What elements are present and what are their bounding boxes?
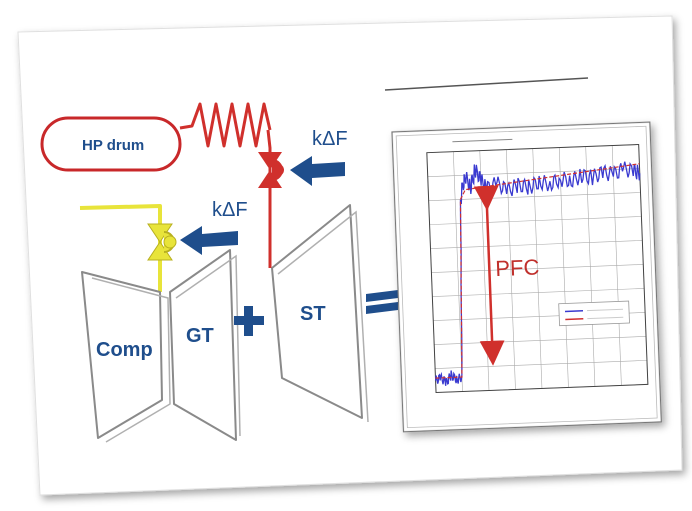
chart-axes-box — [426, 144, 649, 394]
legend-text-line — [587, 316, 624, 320]
grid-line-horizontal — [430, 240, 643, 249]
legend-text-line — [586, 308, 623, 312]
equals-icon — [366, 290, 398, 314]
grid-line-horizontal — [431, 264, 644, 273]
legend-swatch-blue — [564, 310, 584, 313]
grid-line-horizontal — [428, 192, 641, 201]
steam-line — [266, 129, 272, 268]
fuel-kdeltaf-label: kΔF — [212, 199, 248, 221]
fuel-valve-icon — [147, 223, 177, 261]
hp-drum: HP drum — [40, 116, 182, 172]
pfc-chart: PFC — [391, 121, 662, 433]
pfc-label: PFC — [495, 254, 540, 281]
chart-legend — [558, 300, 630, 327]
steam-valve-icon — [258, 152, 284, 188]
plus-icon — [234, 306, 264, 336]
gas-turbine-shape: GT — [169, 249, 241, 441]
fuel-line — [79, 204, 162, 292]
legend-swatch-red — [565, 318, 584, 321]
steam-turbine-label: ST — [300, 303, 326, 325]
hp-drum-label: HP drum — [82, 137, 144, 154]
spring-coil — [179, 102, 272, 148]
compressor-shape: Comp — [81, 271, 171, 443]
fuel-control-arrow-icon — [180, 226, 238, 255]
steam-turbine-shape: ST — [271, 204, 369, 423]
compressor-label: Comp — [96, 339, 153, 361]
grid-line-horizontal — [429, 216, 642, 225]
series-line-1 — [435, 163, 640, 379]
chart-title-mark — [452, 138, 513, 143]
grid-line-horizontal — [435, 360, 647, 369]
grid-line-horizontal — [434, 336, 647, 345]
grid-line-horizontal — [432, 288, 645, 297]
gas-turbine-label: GT — [186, 325, 214, 347]
top-divider-line — [384, 77, 589, 91]
grid-line-horizontal — [427, 168, 640, 177]
steam-kdeltaf-label: kΔF — [312, 128, 348, 150]
steam-control-arrow-icon — [290, 156, 345, 186]
pfc-arrow — [473, 185, 505, 366]
series-line-0 — [434, 161, 641, 386]
